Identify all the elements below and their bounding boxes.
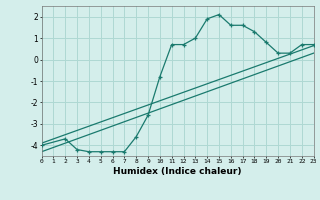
X-axis label: Humidex (Indice chaleur): Humidex (Indice chaleur) bbox=[113, 167, 242, 176]
